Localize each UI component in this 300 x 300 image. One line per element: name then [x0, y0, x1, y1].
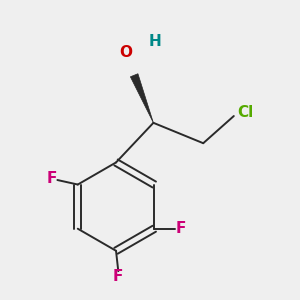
Polygon shape	[130, 74, 153, 123]
Text: F: F	[175, 221, 185, 236]
Text: O: O	[120, 45, 133, 60]
Text: H: H	[148, 34, 161, 49]
Text: Cl: Cl	[237, 105, 253, 120]
Text: F: F	[113, 269, 124, 284]
Text: F: F	[46, 171, 57, 186]
